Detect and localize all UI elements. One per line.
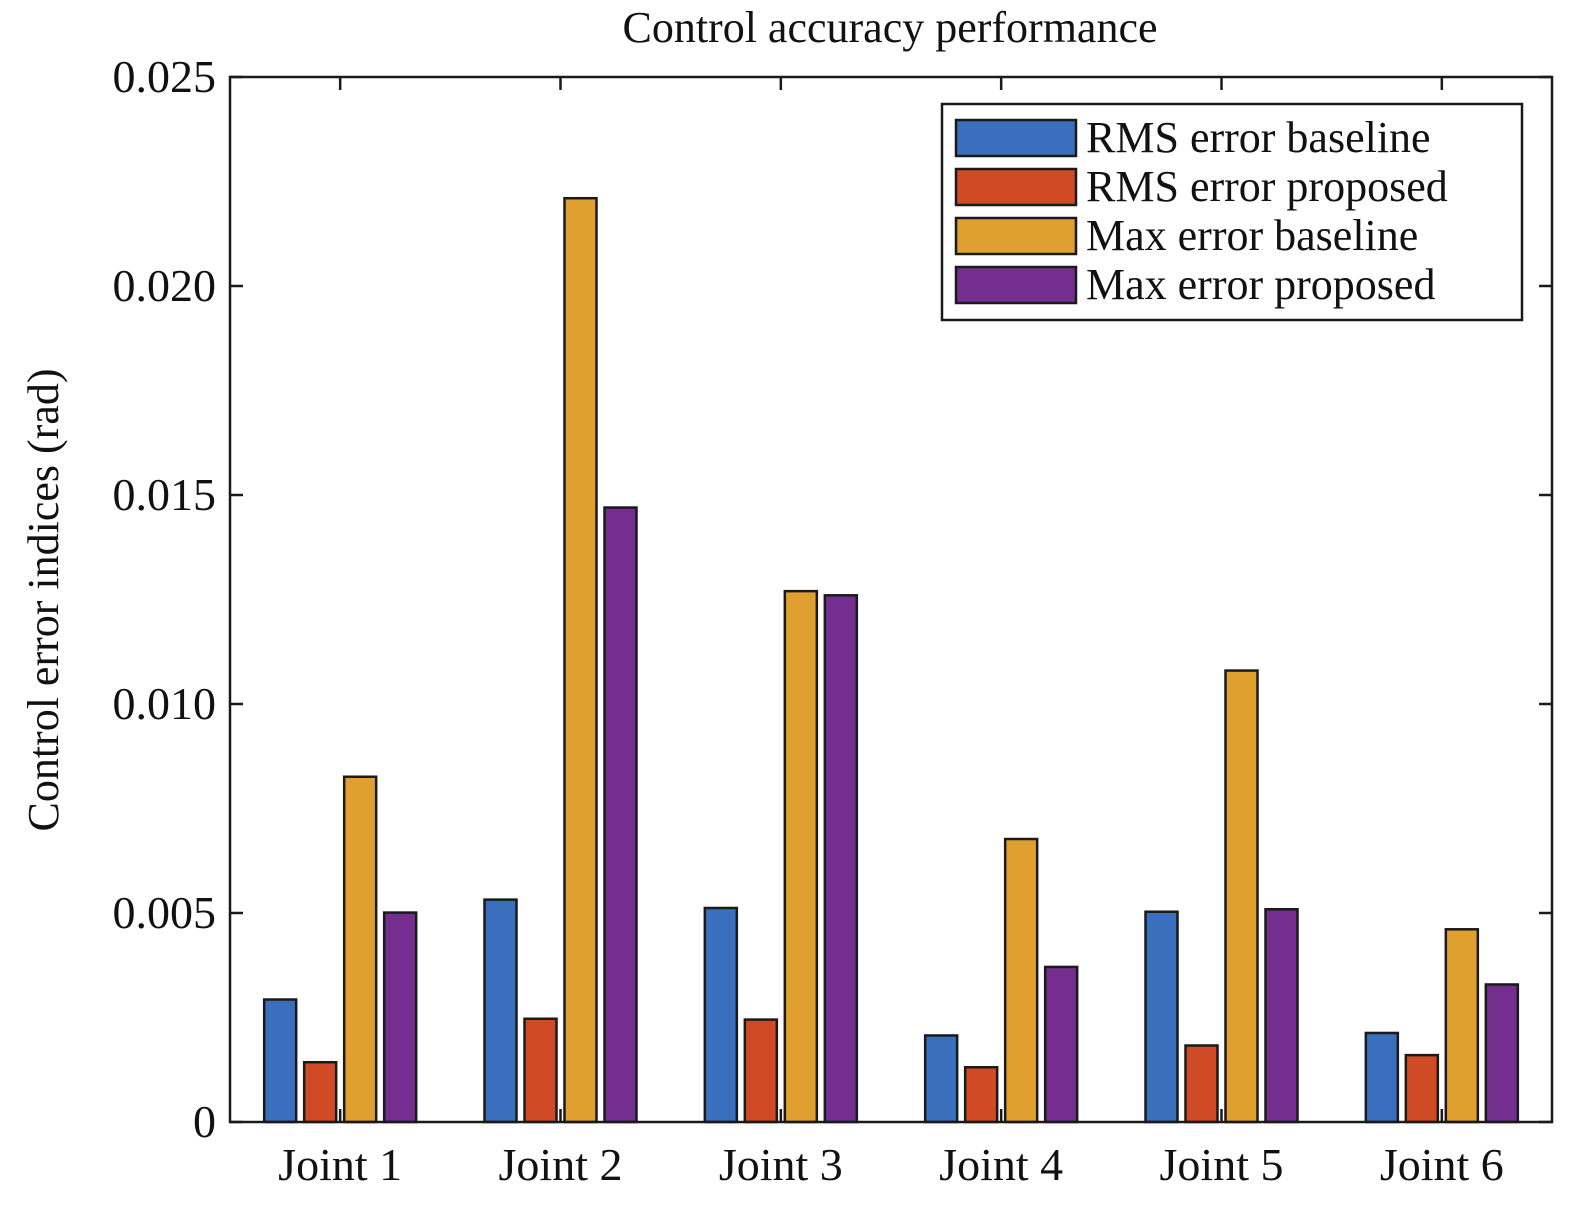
bar-max-error-proposed-joint-6 [1484,983,1520,1124]
bar-max-error-baseline-joint-3 [783,589,819,1124]
bar-rms-error-baseline-joint-1 [262,998,298,1124]
x-tick-label: Joint 3 [719,1139,843,1190]
bar-max-error-proposed-joint-1 [382,911,418,1124]
bar-max-error-baseline-joint-5 [1224,669,1259,1124]
legend-swatch [954,265,1078,305]
bar-max-error-baseline-joint-4 [1003,837,1039,1124]
y-tick-label: 0.025 [113,51,217,102]
x-tick-label: Joint 6 [1380,1139,1504,1190]
bar-rms-error-baseline-joint-3 [703,906,739,1124]
y-tick-label: 0.020 [113,260,217,311]
legend-label: Max error baseline [1086,211,1418,260]
bar-rms-error-proposed-joint-1 [302,1060,338,1124]
x-tick-label: Joint 5 [1160,1139,1284,1190]
legend-label: RMS error baseline [1086,113,1431,162]
legend-swatch [954,118,1078,158]
x-tick-label: Joint 1 [278,1139,402,1190]
bar-rms-error-baseline-joint-6 [1364,1031,1400,1124]
x-tick-label: Joint 2 [499,1139,623,1190]
bar-max-error-proposed-joint-5 [1264,907,1299,1124]
bar-max-error-baseline-joint-6 [1444,928,1480,1124]
bar-rms-error-proposed-joint-5 [1184,1044,1219,1124]
x-tick-label: Joint 4 [939,1139,1063,1190]
bar-rms-error-proposed-joint-4 [963,1065,999,1124]
bar-rms-error-baseline-joint-5 [1144,910,1179,1124]
bar-rms-error-proposed-joint-6 [1404,1053,1440,1124]
bar-rms-error-proposed-joint-3 [743,1018,779,1124]
bar-rms-error-proposed-joint-2 [523,1017,558,1124]
bar-max-error-proposed-joint-3 [823,594,859,1124]
legend-swatch [954,216,1078,256]
y-tick-label: 0.005 [113,887,217,938]
y-tick-label: 0 [193,1096,216,1147]
bar-max-error-baseline-joint-2 [563,196,598,1124]
bar-rms-error-baseline-joint-2 [483,898,518,1124]
axes-layer: 0 0.005 0.010 0.015 0.020 0.025 Joint 1 Joint 2… [113,51,1554,1190]
y-axis-label: Control error indices (rad) [19,368,68,831]
plot-frame [228,75,1554,1124]
y-tick-label: 0.010 [113,678,217,729]
bar-max-error-baseline-joint-1 [342,775,378,1124]
legend-label: RMS error proposed [1086,162,1448,211]
bar-max-error-proposed-joint-2 [603,506,638,1124]
chart-title: Control accuracy performance [622,3,1157,52]
y-tick-label: 0.015 [113,469,217,520]
bars-layer [262,196,1520,1124]
bar-max-error-proposed-joint-4 [1043,965,1079,1124]
legend-label: Max error proposed [1086,260,1435,309]
legend-swatch [954,167,1078,207]
bar-rms-error-baseline-joint-4 [923,1034,959,1124]
